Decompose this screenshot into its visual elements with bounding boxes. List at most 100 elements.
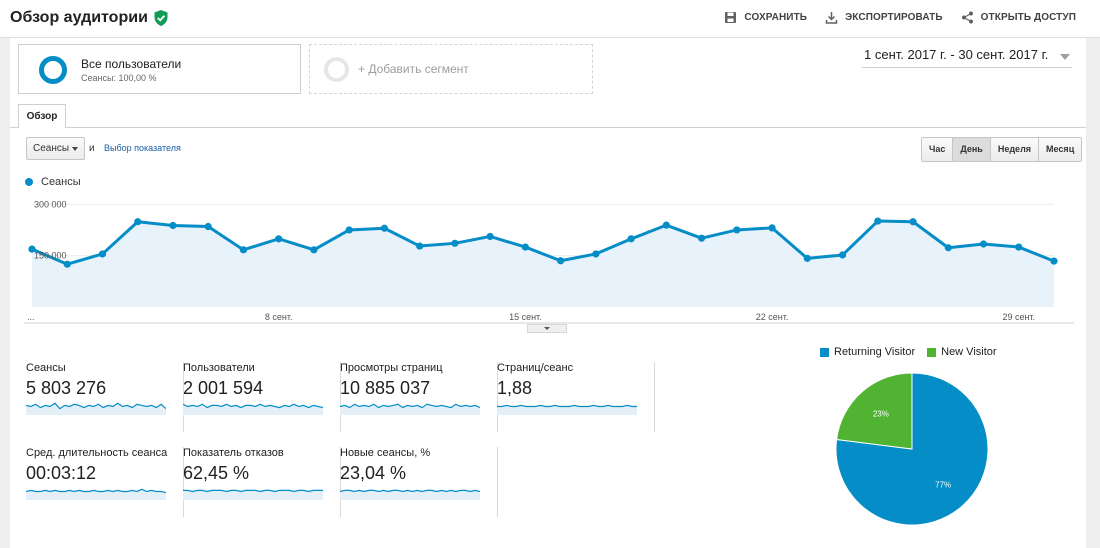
legend-swatch-icon [927,347,937,357]
granularity-month-button[interactable]: Месяц [1039,138,1082,161]
segment-all-users[interactable]: Все пользователи Сеансы: 100,00 % [18,44,301,94]
data-point[interactable] [416,242,424,250]
metric-select[interactable]: Сеансы [26,137,85,160]
pie-slice-returning-visitor[interactable] [835,372,989,526]
stat-divider [654,362,655,432]
stat-avg-session-duration[interactable]: Сред. длительность сеанса 00:03:12 [26,447,184,517]
stat-new-sessions[interactable]: Новые сеансы, % 23,04 % [340,447,498,517]
data-point[interactable] [310,246,318,254]
page-header: Обзор аудитории СОХРАНИТЬ ЭКСПОРТИРОВАТЬ… [0,0,1100,38]
stat-label: Сред. длительность сеанса [26,447,168,459]
dropdown-arrow-icon [72,147,78,151]
sparkline-line [340,403,480,409]
sparkline-line [183,403,323,409]
sessions-line-chart: 150 000 300 000... 8 сент. 15 сент. 22 сент.… [24,199,1074,324]
data-point[interactable] [662,221,670,229]
stat-pages-per-session[interactable]: Страниц/сеанс 1,88 [497,362,655,432]
share-button[interactable]: ОТКРЫТЬ ДОСТУП [961,11,1076,24]
x-tick-label: 22 сент. [756,312,789,322]
export-button[interactable]: ЭКСПОРТИРОВАТЬ [825,11,943,24]
data-point[interactable] [874,217,882,225]
pie-slice-new-visitor[interactable] [836,372,913,450]
chart-legend: Сеансы [25,176,81,188]
data-point[interactable] [28,245,36,253]
data-point[interactable] [768,224,776,232]
x-tick-label: 29 сент. [1002,312,1035,322]
data-point[interactable] [979,240,988,248]
collapse-chart-handle[interactable] [527,324,567,333]
sparkline-area [183,404,323,415]
save-button[interactable]: СОХРАНИТЬ [724,11,807,24]
stat-sessions[interactable]: Сеансы 5 803 276 [26,362,184,432]
data-point[interactable] [803,254,811,262]
pie-legend-new[interactable]: New Visitor [927,346,997,358]
date-range-picker[interactable]: 1 сент. 2017 г. - 30 сент. 2017 г. [862,46,1072,68]
tab-overview[interactable]: Обзор [18,104,66,128]
select-metric-link[interactable]: Выбор показателя [104,143,181,153]
data-point[interactable] [1050,257,1058,265]
metric-select-value: Сеансы [33,143,70,154]
data-point[interactable] [697,234,706,242]
stat-divider [497,362,498,432]
save-label: СОХРАНИТЬ [744,12,808,23]
sparkline [26,488,166,500]
stat-divider [497,447,498,517]
granularity-day-button[interactable]: День [953,138,991,161]
data-point[interactable] [521,243,529,251]
export-label: ЭКСПОРТИРОВАТЬ [845,12,943,23]
stat-value: 2 001 594 [183,378,264,398]
sparkline-area [183,490,323,500]
data-point[interactable] [134,218,142,226]
granularity-hour-button[interactable]: Час [922,138,954,161]
legend-label: Сеансы [41,176,81,188]
sessions-line [31,219,1055,266]
data-point[interactable] [592,250,600,258]
page-title-text: Обзор аудитории [10,9,148,26]
data-point[interactable] [98,250,107,258]
sparkline-area [497,405,637,415]
pie-legend: Returning Visitor New Visitor [820,346,997,358]
data-point[interactable] [63,260,71,268]
stat-label: Показатель отказов [183,447,284,459]
data-point[interactable] [380,224,389,232]
data-point[interactable] [944,244,952,252]
data-point[interactable] [557,257,565,265]
data-point[interactable] [909,218,917,226]
stat-users[interactable]: Пользователи 2 001 594 [183,362,341,432]
stat-bounce-rate[interactable]: Показатель отказов 62,45 % [183,447,341,517]
sparkline-area [340,490,480,500]
sparkline-line [26,402,166,410]
x-tick-label: 15 сент. [509,312,542,322]
stat-value: 1,88 [497,378,533,398]
sparkline [340,489,480,500]
data-point[interactable] [239,246,248,254]
legend-swatch-icon [820,347,829,357]
stat-pageviews[interactable]: Просмотры страниц 10 885 037 [340,362,498,432]
x-tick-label: ... [27,312,35,322]
x-tick-label: 8 сент. [265,312,293,322]
data-point[interactable] [486,232,494,241]
sparkline-area [26,403,166,415]
pie-legend-label: New Visitor [941,346,997,358]
granularity-week-button[interactable]: Неделя [990,138,1040,161]
date-range-text: 1 сент. 2017 г. - 30 сент. 2017 г. [864,47,1049,62]
legend-dot-icon [25,178,33,186]
segment-name: Все пользователи [81,57,182,71]
pie-legend-returning[interactable]: Returning Visitor [820,346,915,358]
data-point[interactable] [1015,243,1023,251]
sparkline [340,403,480,415]
stat-divider [183,362,184,432]
data-point[interactable] [451,239,459,247]
data-point[interactable] [169,221,177,230]
shield-check-icon [154,10,168,26]
add-segment-button[interactable]: + Добавить сегмент [309,44,593,94]
data-point[interactable] [204,222,212,231]
data-point[interactable] [275,235,283,243]
stat-divider [340,447,341,517]
empty-ring-icon [324,57,349,82]
stat-divider [183,447,184,517]
data-point[interactable] [838,251,847,259]
data-point[interactable] [627,235,635,243]
data-point[interactable] [345,226,353,234]
data-point[interactable] [733,226,741,234]
